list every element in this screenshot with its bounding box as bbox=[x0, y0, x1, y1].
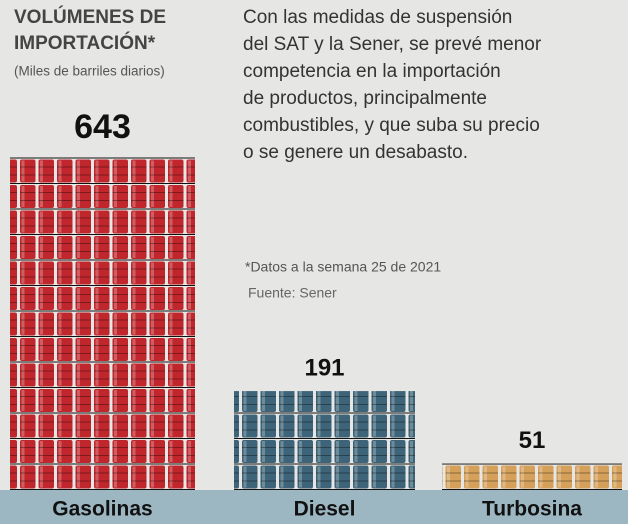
description-line: o se genere un desabasto. bbox=[243, 142, 468, 163]
value-label: 191 bbox=[304, 354, 344, 381]
description-line: competencia en la importación bbox=[243, 61, 501, 82]
chart-subtitle: (Miles de barriles diarios) bbox=[14, 64, 165, 79]
description-line: del SAT y la Sener, se prevé menor bbox=[243, 34, 542, 55]
chart-title: VOLÚMENES DE bbox=[14, 6, 166, 28]
bar bbox=[234, 391, 415, 490]
category-strip bbox=[0, 490, 628, 524]
description-line: combustibles, y que suba su precio bbox=[243, 115, 540, 136]
category-label: Turbosina bbox=[482, 498, 582, 521]
bar bbox=[442, 463, 622, 490]
description-line: Con las medidas de suspensión bbox=[243, 7, 512, 28]
source: Fuente: Sener bbox=[248, 285, 337, 301]
note: *Datos a la semana 25 de 2021 bbox=[245, 259, 441, 275]
category-label: Gasolinas bbox=[52, 498, 152, 521]
chart-title: IMPORTACIÓN* bbox=[14, 32, 156, 54]
value-label: 643 bbox=[74, 108, 131, 146]
description-line: de productos, principalmente bbox=[243, 88, 487, 109]
category-label: Diesel bbox=[294, 498, 356, 521]
bar bbox=[10, 157, 195, 490]
value-label: 51 bbox=[519, 427, 546, 454]
